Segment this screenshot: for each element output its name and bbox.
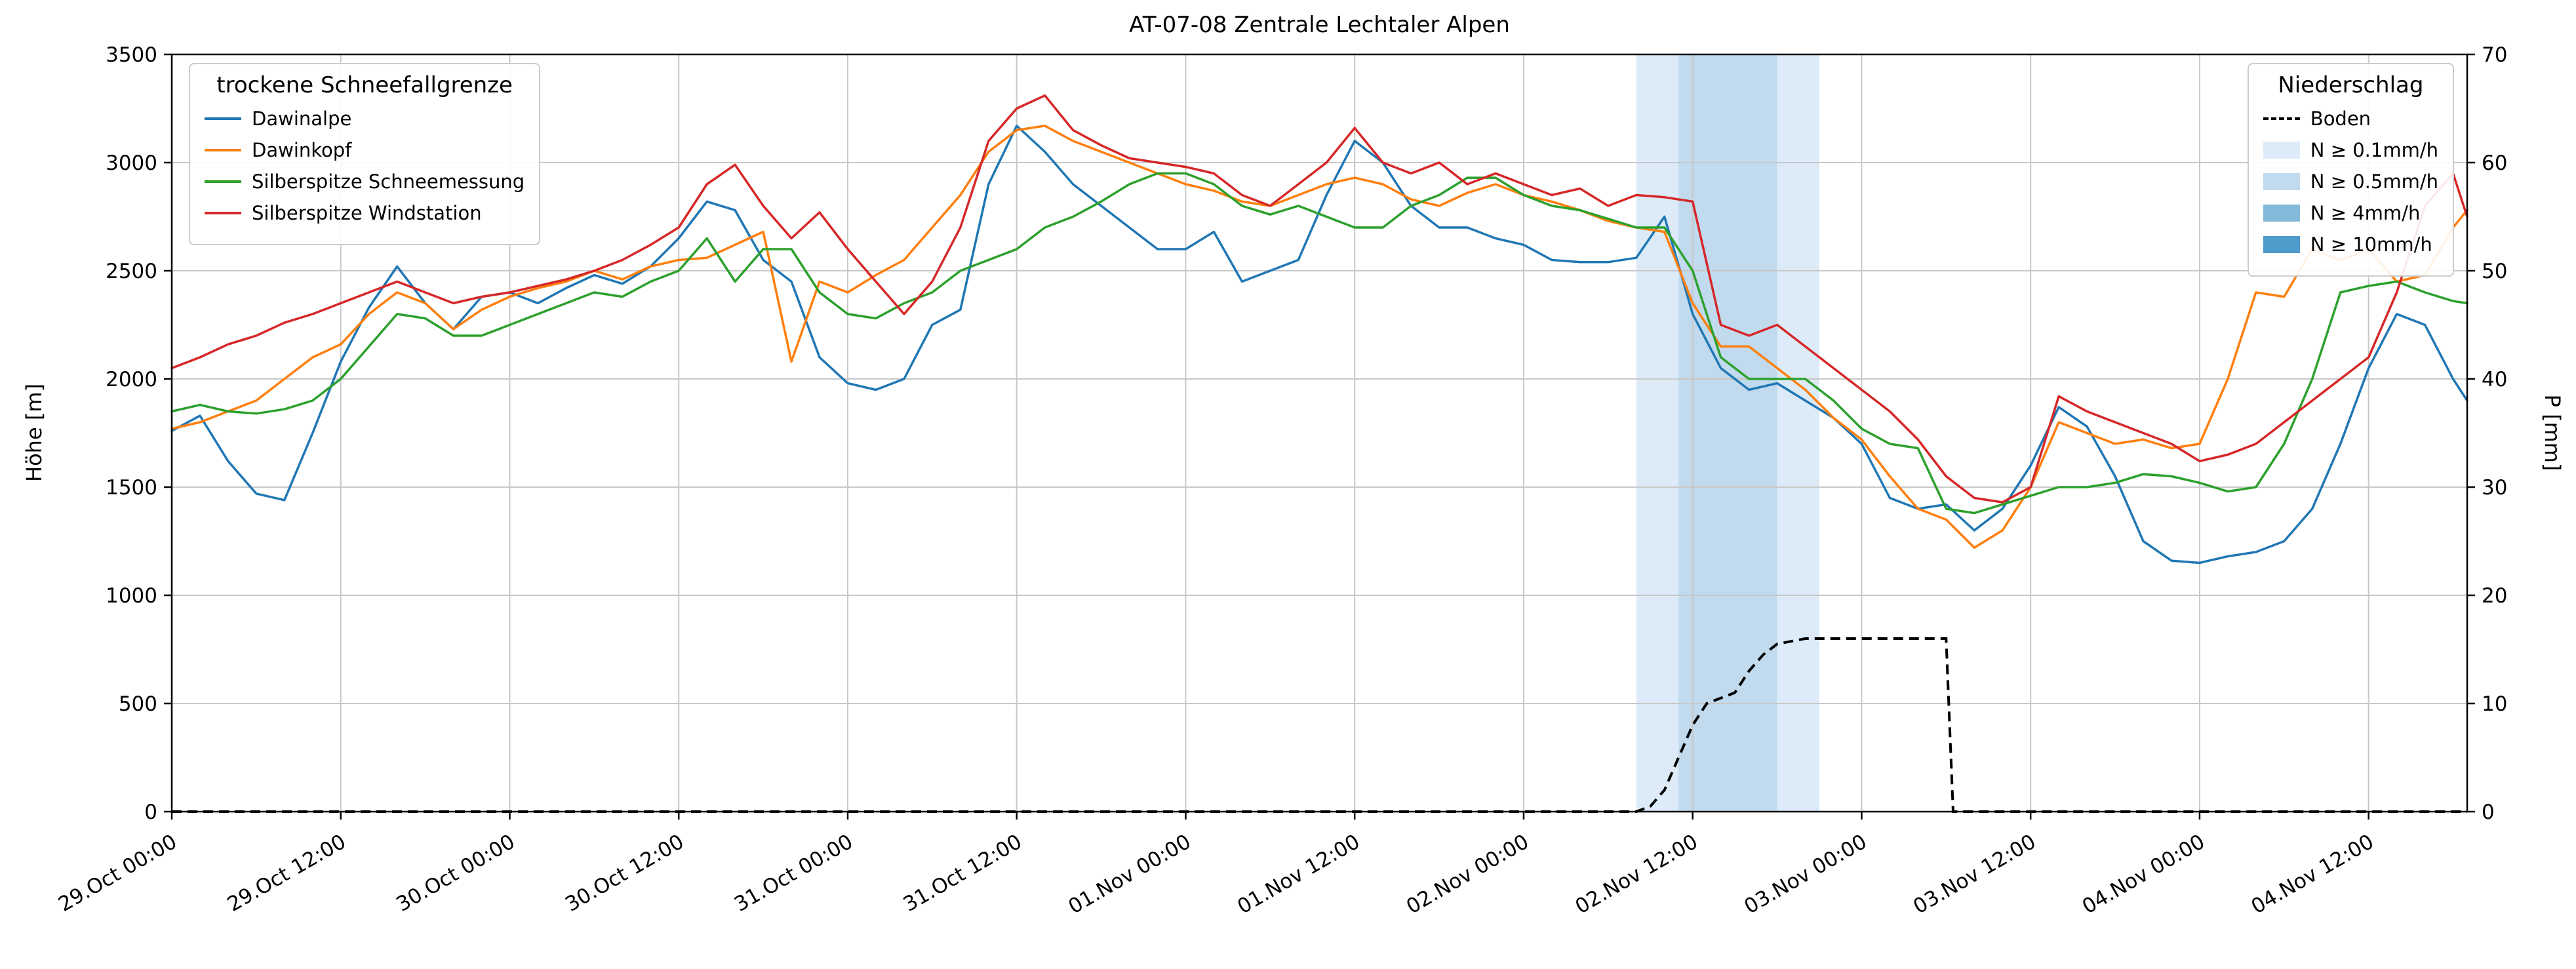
plot-border bbox=[170, 53, 2468, 813]
legend-item-label: Dawinkopf bbox=[252, 139, 352, 161]
y-axis-label-left: Höhe [m] bbox=[22, 384, 47, 482]
legend-item-label: Boden bbox=[2310, 108, 2371, 130]
tick-label-left: 3500 bbox=[106, 43, 157, 67]
tick-label-bottom: 30.Oct 00:00 bbox=[392, 830, 519, 917]
tick-label-left: 3000 bbox=[106, 151, 157, 175]
tick-label-right: 30 bbox=[2482, 476, 2507, 500]
legend-swatch bbox=[2263, 142, 2300, 159]
tick-label-bottom: 31.Oct 00:00 bbox=[730, 830, 857, 917]
legend-item-label: N ≥ 10mm/h bbox=[2310, 233, 2432, 256]
y-axis-label-right: P [mm] bbox=[2540, 394, 2565, 471]
legend-swatch bbox=[205, 212, 241, 214]
legend-precip: Niederschlag Boden N ≥ 0.1mm/h N ≥ 0.5mm/h… bbox=[2247, 63, 2454, 277]
legend-precip-items: Boden N ≥ 0.1mm/h N ≥ 0.5mm/h N ≥ 4mm/h N ≥ … bbox=[2263, 108, 2438, 256]
series-boden bbox=[172, 637, 2467, 813]
series-silberspitze-schneemessung bbox=[170, 172, 2468, 515]
legend-item: Boden bbox=[2263, 108, 2438, 130]
tick-label-left: 0 bbox=[144, 801, 157, 824]
series-silberspitze-windstation bbox=[170, 94, 2468, 504]
tick-label-right: 50 bbox=[2482, 260, 2507, 283]
legend-snowline: trockene Schneefallgrenze Dawinalpe Dawin… bbox=[189, 63, 541, 245]
legend-swatch bbox=[2263, 173, 2300, 190]
legend-swatch bbox=[2263, 117, 2300, 120]
tick-label-left: 2000 bbox=[106, 368, 157, 391]
legend-item-label: N ≥ 0.5mm/h bbox=[2310, 170, 2438, 193]
legend-swatch bbox=[2263, 205, 2300, 222]
tick-label-right: 20 bbox=[2482, 584, 2507, 608]
tick-label-bottom: 31.Oct 12:00 bbox=[900, 830, 1026, 917]
tick-label-bottom: 02.Nov 12:00 bbox=[1572, 830, 1702, 919]
legend-swatch bbox=[2263, 236, 2300, 253]
legend-swatch bbox=[205, 180, 241, 183]
tick-label-right: 10 bbox=[2482, 692, 2507, 716]
tick-label-bottom: 01.Nov 12:00 bbox=[1233, 830, 1364, 919]
legend-swatch bbox=[205, 149, 241, 151]
legend-item: Silberspitze Schneemessung bbox=[205, 170, 525, 193]
legend-item-label: N ≥ 4mm/h bbox=[2310, 202, 2421, 224]
tick-label-bottom: 04.Nov 00:00 bbox=[2078, 830, 2209, 919]
legend-item: N ≥ 0.1mm/h bbox=[2263, 139, 2438, 161]
legend-item: N ≥ 0.5mm/h bbox=[2263, 170, 2438, 193]
tick-label-bottom: 01.Nov 00:00 bbox=[1064, 830, 1195, 919]
tick-label-left: 2500 bbox=[106, 260, 157, 283]
legend-item-label: N ≥ 0.1mm/h bbox=[2310, 139, 2438, 161]
precip-band bbox=[1678, 54, 1777, 812]
legend-snowline-items: Dawinalpe Dawinkopf Silberspitze Schneemes… bbox=[205, 108, 525, 224]
chart-title: AT-07-08 Zentrale Lechtaler Alpen bbox=[1129, 12, 1510, 38]
tick-label-left: 500 bbox=[119, 692, 157, 716]
series-dawinkopf bbox=[170, 125, 2468, 549]
tick-label-bottom: 03.Nov 12:00 bbox=[1909, 830, 2040, 919]
tick-label-left: 1500 bbox=[106, 476, 157, 500]
legend-item-label: Dawinalpe bbox=[252, 108, 352, 130]
legend-item-label: Silberspitze Windstation bbox=[252, 202, 482, 224]
series-dawinalpe bbox=[170, 125, 2468, 564]
legend-precip-title: Niederschlag bbox=[2278, 72, 2424, 98]
legend-item: Dawinalpe bbox=[205, 108, 525, 130]
tick-label-bottom: 29.Oct 00:00 bbox=[54, 830, 181, 917]
tick-label-right: 60 bbox=[2482, 151, 2507, 175]
tick-label-right: 40 bbox=[2482, 368, 2507, 391]
legend-item-label: Silberspitze Schneemessung bbox=[252, 170, 525, 193]
legend-snowline-title: trockene Schneefallgrenze bbox=[216, 72, 513, 98]
tick-label-bottom: 29.Oct 12:00 bbox=[224, 830, 350, 917]
legend-item: N ≥ 4mm/h bbox=[2263, 202, 2438, 224]
tick-label-bottom: 04.Nov 12:00 bbox=[2248, 830, 2378, 919]
tick-label-bottom: 02.Nov 00:00 bbox=[1402, 830, 1533, 919]
legend-swatch bbox=[205, 117, 241, 120]
tick-label-bottom: 30.Oct 12:00 bbox=[561, 830, 688, 917]
legend-item: Dawinkopf bbox=[205, 139, 525, 161]
tick-label-left: 1000 bbox=[106, 584, 157, 608]
tick-label-right: 0 bbox=[2482, 801, 2495, 824]
tick-label-bottom: 03.Nov 00:00 bbox=[1740, 830, 1871, 919]
tick-label-right: 70 bbox=[2482, 43, 2507, 67]
legend-item: Silberspitze Windstation bbox=[205, 202, 525, 224]
legend-item: N ≥ 10mm/h bbox=[2263, 233, 2438, 256]
